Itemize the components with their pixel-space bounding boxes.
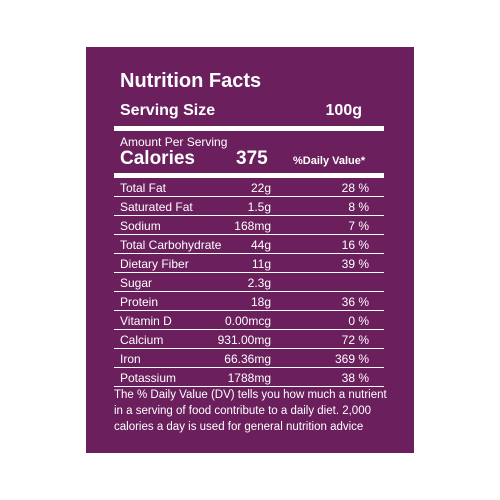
calories-label: Calories xyxy=(120,148,195,169)
nutrition-panel: Nutrition Facts Serving Size 100g Amount… xyxy=(86,47,414,453)
serving-value: 100g xyxy=(325,102,362,119)
nutrient-row: Calcium 931.00mg 72 % xyxy=(114,330,384,349)
nutrient-row: Saturated Fat 1.5g 8 % xyxy=(114,197,384,216)
amount-per-serving: Amount Per Serving xyxy=(120,135,228,149)
nutrient-daily-value: 72 % xyxy=(341,333,369,347)
nutrient-amount: 11g xyxy=(251,257,271,271)
nutrient-name: Total Carbohydrate xyxy=(120,238,222,252)
nutrient-daily-value: 369 % xyxy=(334,352,369,366)
nutrient-row: Total Carbohydrate 44g 16 % xyxy=(114,235,384,254)
nutrient-row: Vitamin D 0.00mcg 0 % xyxy=(114,311,384,330)
nutrient-name: Vitamin D xyxy=(120,314,172,328)
nutrient-name: Sodium xyxy=(120,219,161,233)
footnote-line: The % Daily Value (DV) tells you how muc… xyxy=(114,389,387,401)
nutrient-amount: 18g xyxy=(250,295,271,309)
nutrient-row: Protein 18g 36 % xyxy=(114,292,384,311)
nutrient-daily-value: 7 % xyxy=(348,219,369,233)
nutrient-daily-value: 8 % xyxy=(348,200,369,214)
nutrient-name: Saturated Fat xyxy=(120,200,193,214)
nutrient-daily-value: 0 % xyxy=(348,314,369,328)
nutrient-amount: 1.5g xyxy=(247,200,271,214)
nutrient-name: Dietary Fiber xyxy=(120,257,189,271)
nutrient-row: Iron 66.36mg 369 % xyxy=(114,349,384,368)
nutrient-row: Total Fat 22g 28 % xyxy=(114,178,384,197)
nutrient-table: Total Fat 22g 28 % Saturated Fat 1.5g 8 % Sodi… xyxy=(114,178,384,387)
nutrient-daily-value: 28 % xyxy=(341,181,369,195)
nutrient-row: Dietary Fiber 11g 39 % xyxy=(114,254,384,273)
nutrient-amount: 66.36mg xyxy=(224,352,271,366)
nutrient-row: Sodium 168mg 7 % xyxy=(114,216,384,235)
serving-label: Serving Size xyxy=(120,102,216,119)
divider xyxy=(114,126,384,131)
daily-value-header: %Daily Value* xyxy=(293,155,366,167)
nutrient-name: Protein xyxy=(120,295,159,309)
nutrient-daily-value: 39 % xyxy=(341,257,369,271)
nutrient-name: Sugar xyxy=(120,276,153,290)
footnote-line: in a serving of food contribute to a dai… xyxy=(114,405,371,417)
divider xyxy=(114,173,384,178)
nutrient-daily-value: 16 % xyxy=(341,238,369,252)
nutrient-daily-value: 38 % xyxy=(341,371,369,385)
nutrient-amount: 22g xyxy=(250,181,271,195)
nutrient-row: Potassium 1788mg 38 % xyxy=(114,368,384,387)
nutrient-row: Sugar 2.3g xyxy=(114,273,384,292)
nutrient-name: Potassium xyxy=(120,371,177,385)
nutrient-daily-value: 36 % xyxy=(341,295,369,309)
nutrient-name: Iron xyxy=(120,352,141,366)
footnote-line: calories a day is used for general nutri… xyxy=(114,421,364,433)
footnote: The % Daily Value (DV) tells you how muc… xyxy=(114,387,387,435)
nutrient-amount: 168mg xyxy=(234,219,271,233)
nutrient-name: Total Fat xyxy=(120,181,167,195)
nutrient-amount: 2.3g xyxy=(247,276,271,290)
nutrient-amount: 44g xyxy=(250,238,271,252)
nutrient-name: Calcium xyxy=(120,333,164,347)
nutrient-amount: 931.00mg xyxy=(217,333,271,347)
title: Nutrition Facts xyxy=(120,70,262,92)
nutrient-amount: 0.00mcg xyxy=(224,314,271,328)
calories-value: 375 xyxy=(236,148,268,169)
nutrient-amount: 1788mg xyxy=(227,371,271,385)
